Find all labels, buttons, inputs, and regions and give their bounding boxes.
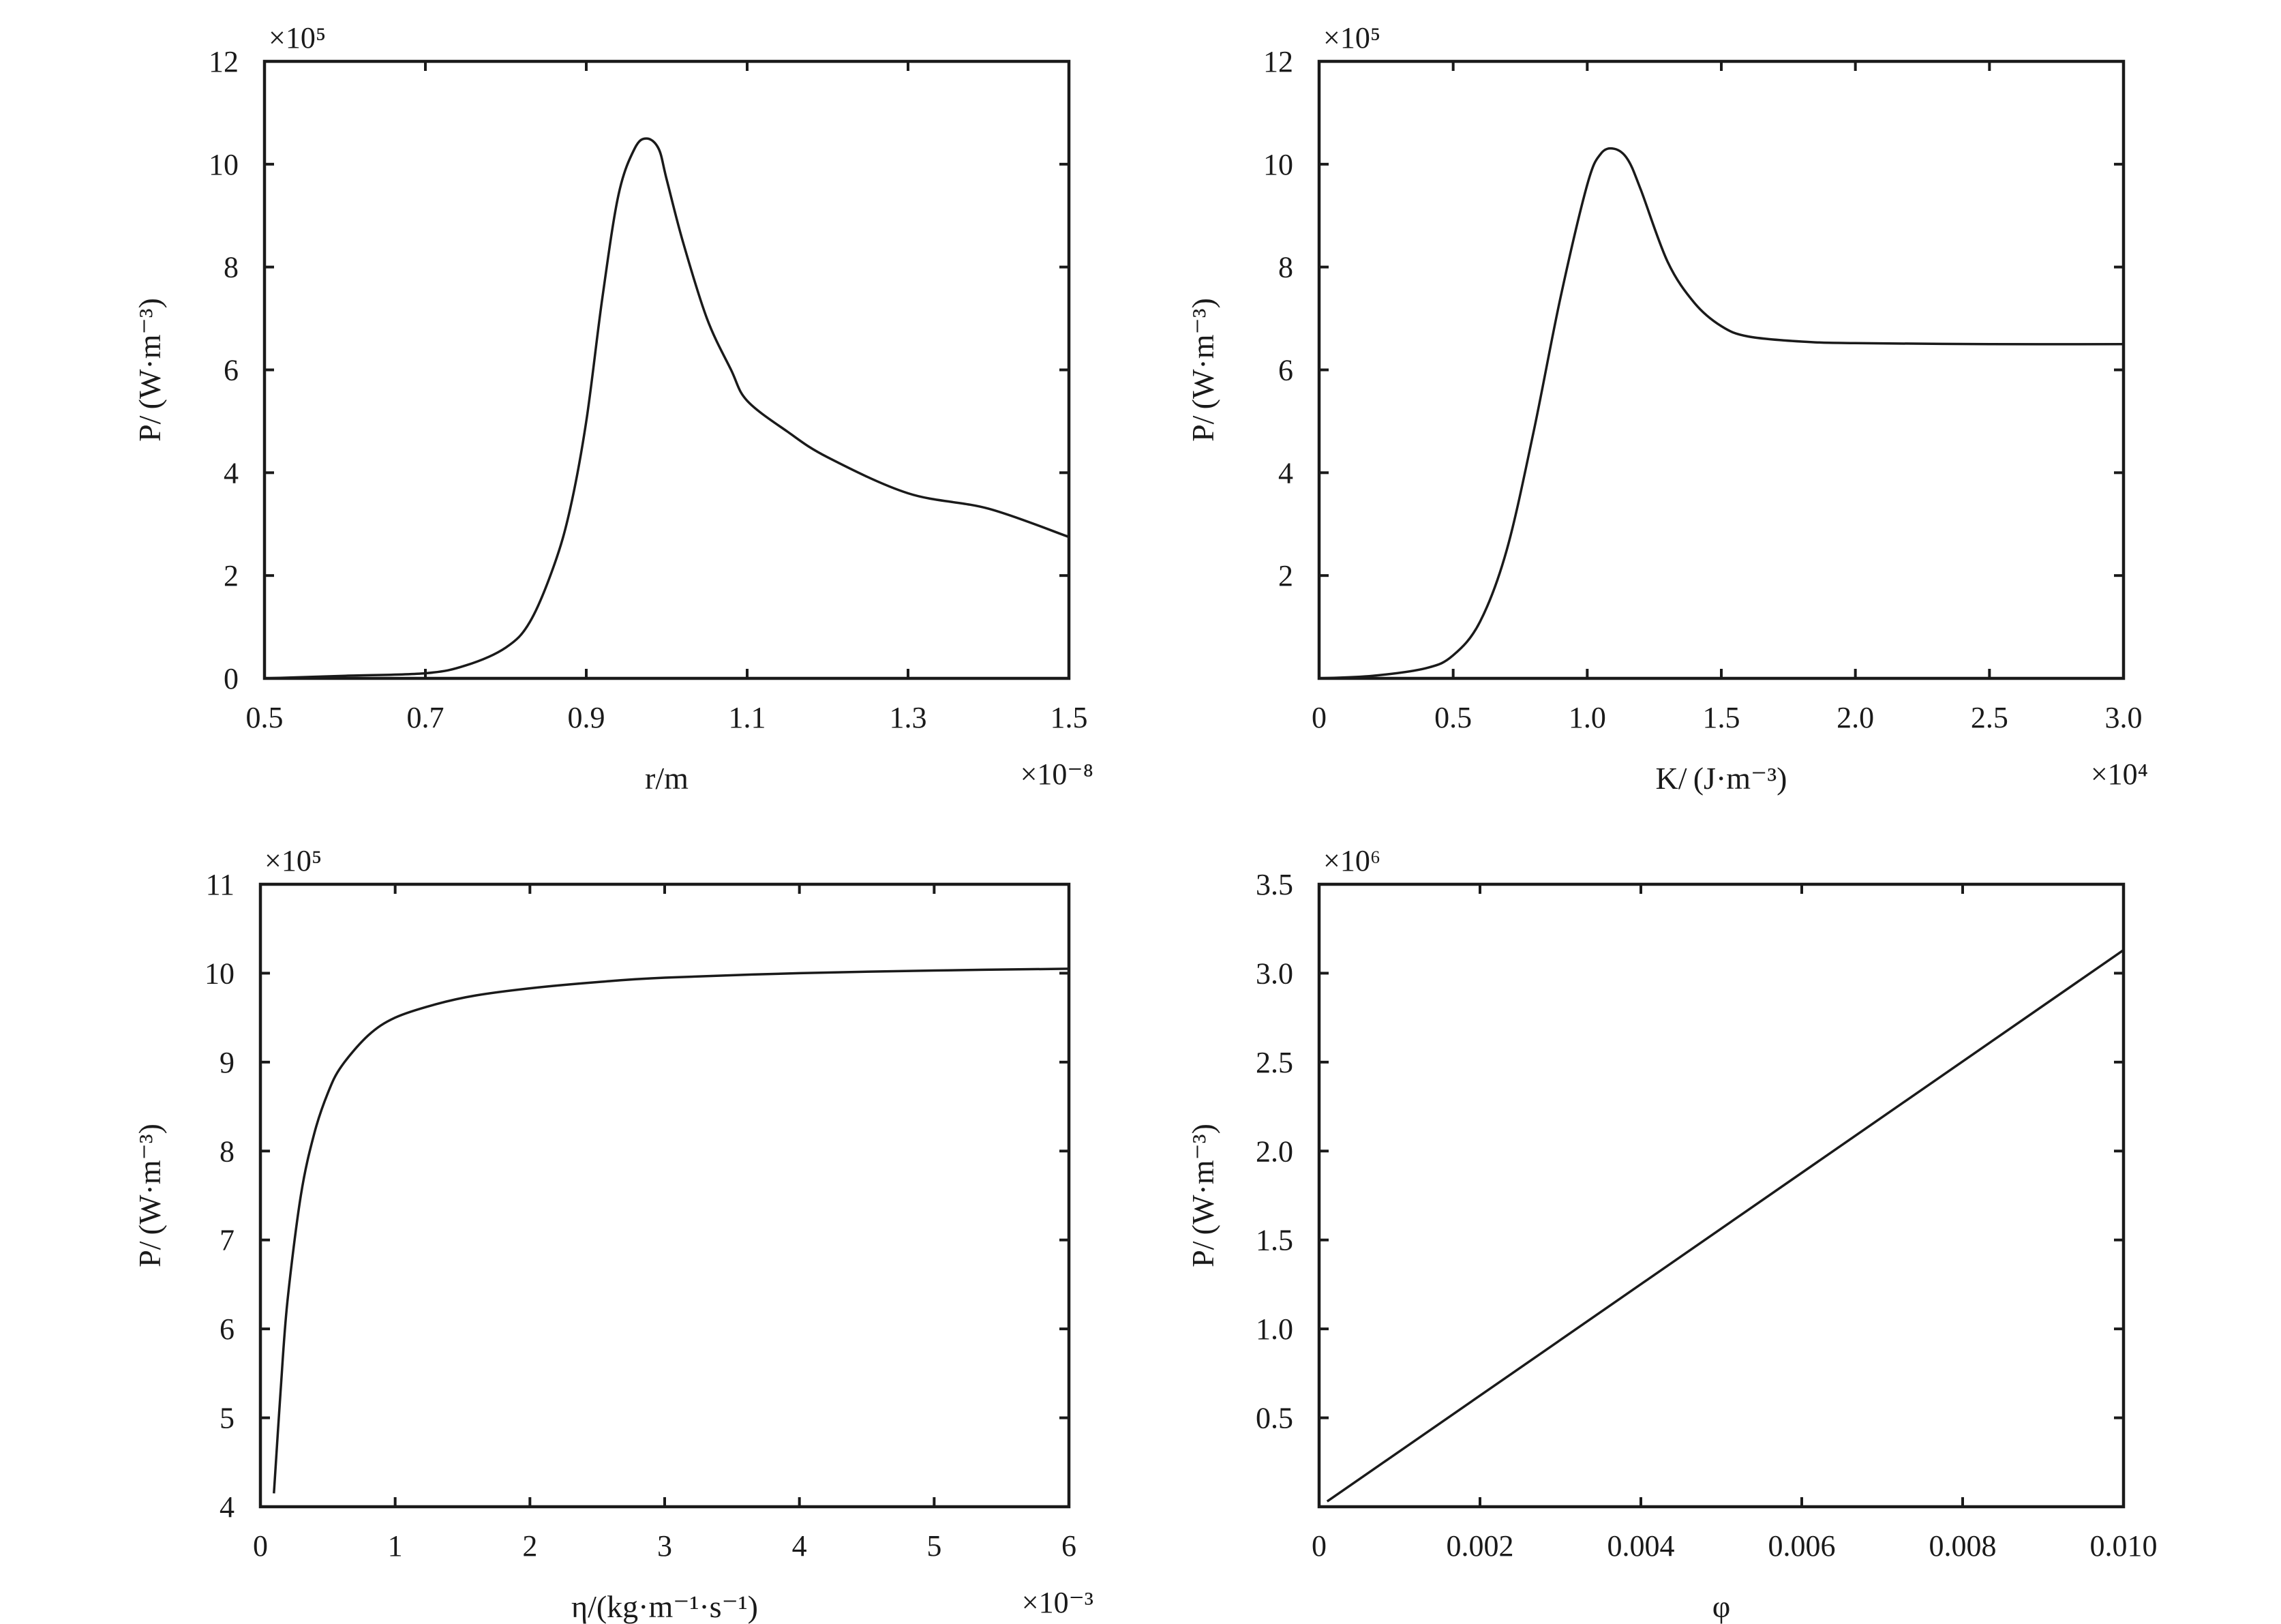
y-tick-label: 4 bbox=[220, 1490, 235, 1524]
x-tick-label: 0.9 bbox=[568, 701, 605, 734]
x-tick-label: 0 bbox=[253, 1529, 268, 1563]
plot-frame bbox=[1317, 59, 2126, 680]
y-tick-label: 11 bbox=[206, 868, 235, 901]
x-tick-label: 0.008 bbox=[1929, 1529, 1997, 1563]
y-multiplier: ×10⁵ bbox=[269, 21, 326, 55]
x-tick-label: 0.002 bbox=[1447, 1529, 1514, 1563]
x-tick-label: 0 bbox=[1312, 1529, 1327, 1563]
y-tick-label: 5 bbox=[220, 1402, 235, 1435]
x-axis-label: η/(kg·m⁻¹·s⁻¹) bbox=[571, 1589, 758, 1624]
y-tick-label: 2.5 bbox=[1256, 1046, 1293, 1079]
panel-r: 0.5 0.7 0.9 1.1 1.3 1.5 0 2 4 6 8 10 12 ×10⁵ ×10⁻⁸ r/m P… bbox=[132, 21, 1093, 796]
x-tick-label: 2.5 bbox=[1971, 701, 2008, 734]
series-line bbox=[273, 967, 1070, 1494]
y-tick-label: 12 bbox=[209, 45, 239, 78]
x-tick-label: 4 bbox=[792, 1529, 807, 1563]
y-multiplier: ×10⁶ bbox=[1323, 844, 1380, 877]
x-multiplier: ×10⁻⁸ bbox=[1021, 757, 1093, 791]
x-tick-label: 1.0 bbox=[1569, 701, 1606, 734]
y-multiplier: ×10⁵ bbox=[265, 844, 322, 877]
y-axis-label: P/ (W·m⁻³) bbox=[1185, 1124, 1220, 1267]
x-tick-label: 2.0 bbox=[1837, 701, 1874, 734]
x-axis-label: φ bbox=[1712, 1589, 1731, 1624]
y-tick-label: 4 bbox=[1278, 456, 1293, 490]
x-tick-label: 1.1 bbox=[729, 701, 766, 734]
y-tick-label: 10 bbox=[1263, 148, 1293, 181]
y-axis-label: P/ (W·m⁻³) bbox=[132, 1124, 167, 1267]
panel-phi: 0 0.002 0.004 0.006 0.008 0.010 0.5 1.0 1.5 2.0 2.… bbox=[1185, 844, 2158, 1624]
y-tick-label: 2.0 bbox=[1256, 1134, 1293, 1168]
y-axis-label: P/ (W·m⁻³) bbox=[1185, 298, 1220, 442]
y-tick-label: 1.5 bbox=[1256, 1224, 1293, 1257]
panel-k: 0 0.5 1.0 1.5 2.0 2.5 3.0 2 4 6 8 10 12 ×10⁵ ×10⁴ K/ (J… bbox=[1185, 21, 2148, 796]
y-tick-label: 6 bbox=[224, 354, 239, 387]
y-tick-label: 8 bbox=[1278, 251, 1293, 284]
y-tick-label: 3.5 bbox=[1256, 868, 1293, 901]
x-tick-label: 1.5 bbox=[1703, 701, 1740, 734]
x-tick-label: 0.010 bbox=[2090, 1529, 2158, 1563]
x-tick-label: 2 bbox=[522, 1529, 537, 1563]
y-tick-label: 12 bbox=[1263, 45, 1293, 78]
x-tick-label: 0.5 bbox=[246, 701, 284, 734]
x-axis-label: K/ (J·m⁻³) bbox=[1656, 761, 1787, 796]
series-line bbox=[264, 137, 1070, 680]
y-tick-label: 9 bbox=[220, 1046, 235, 1079]
x-tick-label: 3.0 bbox=[2105, 701, 2143, 734]
panel-eta: 0 1 2 3 4 5 6 4 5 6 7 8 9 10 11 ×10⁵ ×10⁻³ η/(kg·m⁻¹·s⁻¹)… bbox=[132, 844, 1093, 1624]
y-tick-label: 10 bbox=[209, 148, 239, 181]
y-tick-label: 2 bbox=[1278, 559, 1293, 592]
y-tick-label: 4 bbox=[224, 456, 239, 490]
x-tick-label: 0.5 bbox=[1434, 701, 1472, 734]
y-tick-label: 6 bbox=[220, 1312, 235, 1346]
plot-frame bbox=[262, 59, 1071, 680]
x-tick-label: 1 bbox=[388, 1529, 403, 1563]
x-tick-label: 1.5 bbox=[1051, 701, 1088, 734]
x-multiplier: ×10⁴ bbox=[2091, 757, 2148, 791]
y-tick-label: 1.0 bbox=[1256, 1312, 1293, 1346]
y-tick-label: 10 bbox=[205, 957, 235, 990]
y-tick-label: 8 bbox=[220, 1134, 235, 1168]
x-tick-label: 1.3 bbox=[890, 701, 927, 734]
y-tick-label: 6 bbox=[1278, 354, 1293, 387]
x-tick-label: 5 bbox=[926, 1529, 941, 1563]
x-tick-label: 0.004 bbox=[1607, 1529, 1675, 1563]
series-line bbox=[1318, 147, 2124, 680]
x-tick-label: 3 bbox=[657, 1529, 672, 1563]
x-tick-label: 0.7 bbox=[407, 701, 444, 734]
series-line bbox=[1326, 949, 2124, 1503]
x-axis-label: r/m bbox=[645, 761, 689, 796]
plot-frame bbox=[1317, 882, 2126, 1509]
y-tick-label: 2 bbox=[224, 559, 239, 592]
y-tick-label: 8 bbox=[224, 251, 239, 284]
y-axis-label: P/ (W·m⁻³) bbox=[132, 298, 167, 442]
x-tick-label: 0 bbox=[1312, 701, 1327, 734]
x-multiplier: ×10⁻³ bbox=[1022, 1586, 1093, 1619]
x-tick-label: 6 bbox=[1061, 1529, 1076, 1563]
y-multiplier: ×10⁵ bbox=[1323, 21, 1380, 55]
y-tick-label: 3.0 bbox=[1256, 957, 1293, 990]
y-tick-label: 7 bbox=[220, 1224, 235, 1257]
y-tick-label: 0.5 bbox=[1256, 1402, 1293, 1435]
y-tick-label: 0 bbox=[224, 662, 239, 695]
x-tick-label: 0.006 bbox=[1768, 1529, 1836, 1563]
